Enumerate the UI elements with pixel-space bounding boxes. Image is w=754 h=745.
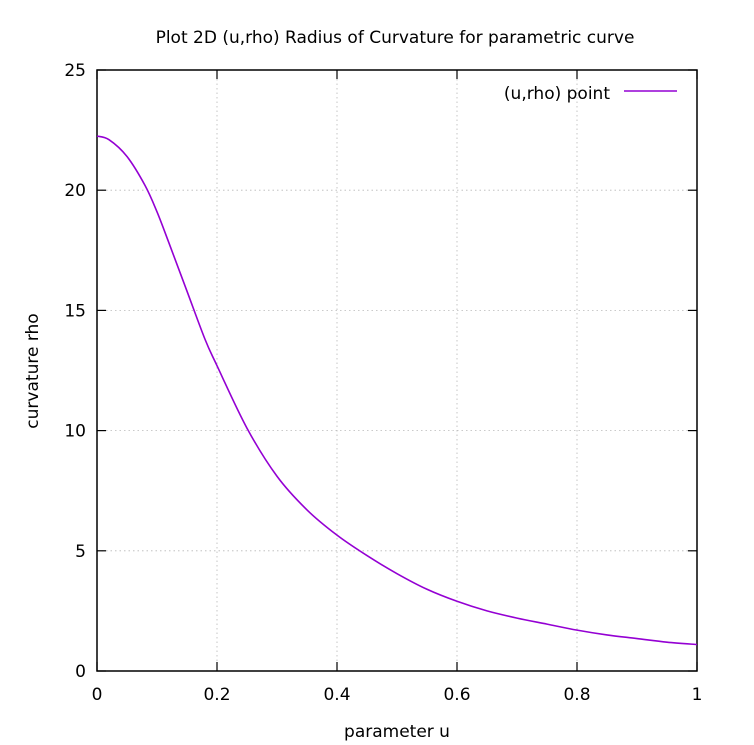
y-tick-label: 5 <box>75 542 86 562</box>
legend-label: (u,rho) point <box>504 84 610 104</box>
y-tick-labels: 0 5 10 15 20 25 <box>64 61 86 682</box>
legend: (u,rho) point <box>504 84 677 104</box>
series-line <box>96 135 698 646</box>
x-tick-label: 0.6 <box>443 685 470 705</box>
grid-lines <box>97 70 697 671</box>
chart-title: Plot 2D (u,rho) Radius of Curvature for … <box>156 28 635 48</box>
y-tick-label: 25 <box>64 61 86 81</box>
x-tick-labels: 0 0.2 0.4 0.6 0.8 1 <box>92 685 703 705</box>
y-tick-label: 20 <box>64 181 86 201</box>
x-axis-label: parameter u <box>344 722 450 742</box>
x-tick-label: 0.8 <box>563 685 590 705</box>
axis-ticks <box>96 69 698 672</box>
x-tick-label: 0.4 <box>323 685 350 705</box>
x-tick-label: 0.2 <box>203 685 230 705</box>
y-tick-label: 0 <box>75 662 86 682</box>
y-tick-label: 15 <box>64 301 86 321</box>
y-axis-label: curvature rho <box>23 313 43 428</box>
plot-frame <box>96 69 698 672</box>
y-tick-label: 10 <box>64 422 86 442</box>
x-tick-label: 1 <box>692 685 703 705</box>
x-tick-label: 0 <box>92 685 103 705</box>
